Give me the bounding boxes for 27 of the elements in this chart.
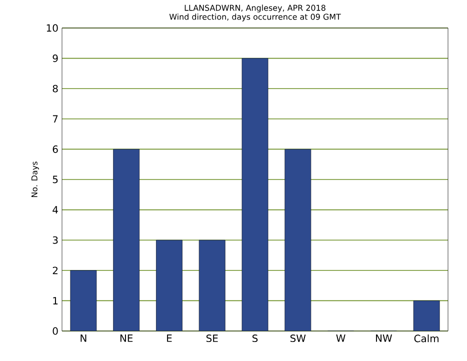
bar (199, 240, 226, 331)
y-tick-label: 8 (52, 84, 58, 92)
x-tick-label: SE (206, 334, 218, 342)
x-tick-label: E (167, 334, 172, 342)
y-tick-label: 10 (46, 24, 58, 32)
bar (413, 300, 440, 331)
x-tick-label: W (336, 334, 346, 342)
bar (113, 149, 140, 331)
x-tick-label: NW (376, 334, 392, 342)
y-tick-label: 3 (52, 236, 58, 244)
x-tick-label: SW (290, 334, 306, 342)
y-tick-label: 1 (53, 297, 58, 304)
bar (70, 270, 96, 331)
y-tick-label: 6 (52, 145, 58, 153)
bar (284, 149, 311, 331)
y-tick-label: 0 (52, 327, 58, 335)
bar (156, 240, 182, 331)
y-tick-label: 7 (52, 115, 58, 123)
x-tick-label: N (80, 334, 86, 342)
bar (242, 58, 268, 331)
x-tick-label: Calm (414, 334, 438, 342)
y-tick-label: 9 (52, 54, 58, 62)
y-tick-label: 4 (52, 206, 58, 214)
x-tick-label: NE (120, 334, 133, 342)
y-tick-label: 5 (52, 176, 58, 184)
y-tick-label: 2 (52, 266, 58, 274)
x-tick-label: S (252, 334, 258, 342)
